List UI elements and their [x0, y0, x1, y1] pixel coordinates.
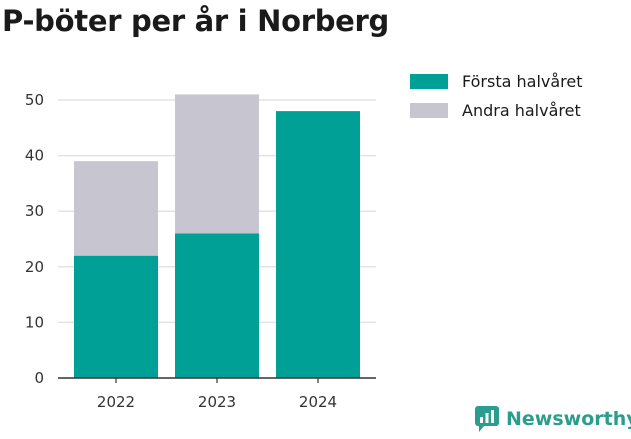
y-tick-label: 20	[25, 258, 44, 276]
bar-2024-series-0	[276, 111, 360, 379]
legend-label-forsta: Första halvåret	[462, 72, 583, 91]
bar-2022-series-0	[74, 255, 158, 378]
legend-label-andra: Andra halvåret	[462, 101, 581, 120]
newsworthy-logo-text: Newsworthy	[506, 408, 631, 430]
legend-item-andra-halvaret: Andra halvåret	[410, 97, 583, 124]
newsworthy-logo-icon	[475, 406, 499, 432]
bar-2023-series-0	[175, 233, 259, 378]
legend-item-forsta-halvaret: Första halvåret	[410, 68, 583, 95]
bars	[74, 94, 360, 379]
y-tick-label: 30	[25, 202, 44, 220]
x-tick-labels: 2022 2023 2024	[97, 378, 337, 411]
legend: Första halvåret Andra halvåret	[410, 68, 583, 126]
legend-swatch-andra	[410, 103, 448, 118]
newsworthy-logo: Newsworthy	[475, 406, 631, 432]
bar-2023-series-1	[175, 94, 259, 234]
y-tick-labels: 0 10 20 30 40 50	[25, 91, 44, 387]
y-tick-label: 50	[25, 91, 44, 109]
y-tick-label: 10	[25, 313, 44, 331]
legend-swatch-forsta	[410, 74, 448, 89]
bar-2022-series-1	[74, 161, 158, 256]
x-tick-label: 2022	[97, 393, 135, 411]
x-tick-label: 2024	[299, 393, 337, 411]
x-tick-label: 2023	[198, 393, 236, 411]
y-tick-label: 0	[34, 369, 44, 387]
y-tick-label: 40	[25, 147, 44, 165]
chart-title: P-böter per år i Norberg	[2, 4, 390, 38]
